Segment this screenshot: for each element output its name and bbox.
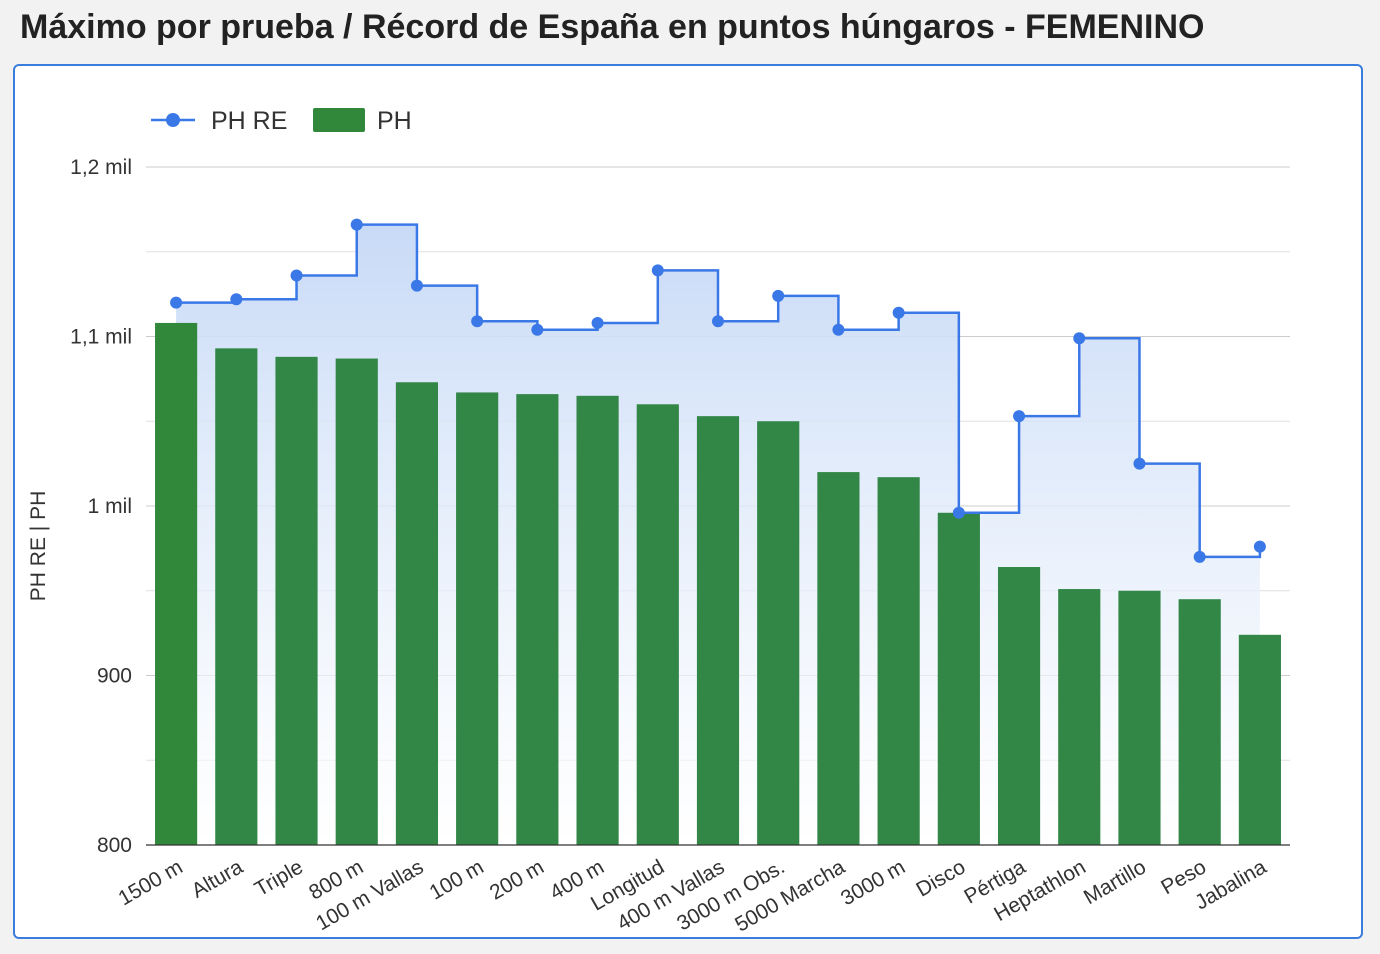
point-ph-re[interactable] [892,306,905,319]
bar-ph-overlay [215,348,258,845]
x-tick-label: Disco [912,855,969,901]
bar-ph[interactable] [696,416,740,845]
bar-ph-overlay [877,477,920,845]
point-ph-re[interactable] [1133,457,1146,470]
legend-label-ph-re[interactable]: PH RE [211,107,287,135]
point-ph-re[interactable] [1073,332,1086,345]
legend-label-ph[interactable]: PH [377,107,412,135]
point-ph-re[interactable] [952,506,965,519]
x-tick-label: 3000 m [837,855,909,910]
point-ph-re[interactable] [290,269,303,282]
y-tick-label: 900 [97,665,132,688]
bar-ph[interactable] [757,421,800,845]
bar-ph-overlay [997,567,1041,845]
point-ph-re[interactable] [410,279,423,292]
legend-bar-swatch [313,108,365,132]
bar-ph-overlay [1238,634,1281,845]
bar-ph-overlay [456,392,499,845]
bar-ph[interactable] [1058,589,1101,845]
bars-ph [155,322,1281,845]
point-ph-re[interactable] [531,323,544,336]
legend: PH RE PH [151,107,412,135]
bar-ph-overlay [937,512,980,845]
point-ph-re[interactable] [651,264,664,277]
bar-ph-overlay [636,404,679,845]
y-tick-label: 800 [97,834,132,857]
points-ph-re [170,218,1266,563]
bar-ph-overlay [757,421,800,845]
x-tick-label: 1500 m [114,855,186,910]
bar-ph[interactable] [817,472,860,845]
x-tick-label: 100 m [426,855,488,904]
point-ph-re[interactable] [471,315,484,328]
bar-ph-overlay [1058,589,1101,845]
bar-ph[interactable] [576,395,619,845]
bar-ph[interactable] [395,382,439,845]
bar-ph[interactable] [155,322,198,845]
point-ph-re[interactable] [230,293,243,306]
bar-ph-overlay [395,382,439,845]
bar-ph[interactable] [275,356,318,845]
bar-ph[interactable] [1178,599,1221,845]
point-ph-re[interactable] [772,289,785,302]
y-axis-ticks: 800 900 1 mil 1,1 mil 1,2 mil [70,156,132,857]
y-tick-label: 1 mil [88,495,132,518]
page-title: Máximo por prueba / Récord de España en … [20,8,1205,46]
bar-ph[interactable] [1118,590,1161,845]
bar-ph-overlay [696,416,740,845]
y-tick-label: 1,1 mil [70,326,132,349]
point-ph-re[interactable] [832,323,845,336]
bar-ph[interactable] [456,392,499,845]
x-tick-label: Triple [251,855,307,901]
point-ph-re[interactable] [1253,540,1266,553]
bar-ph[interactable] [636,404,679,845]
legend-point-swatch [166,113,180,127]
x-tick-label: Martillo [1080,855,1150,909]
bar-ph-overlay [275,356,318,845]
bar-ph-overlay [1118,590,1161,845]
x-tick-label: Altura [188,855,247,903]
y-tick-label: 1,2 mil [70,156,132,179]
point-ph-re[interactable] [591,316,604,329]
bar-ph[interactable] [516,394,559,845]
x-tick-label: 200 m [486,855,548,904]
bar-ph[interactable] [1238,634,1281,845]
bar-ph[interactable] [877,477,920,845]
chart-card: 800 900 1 mil 1,1 mil 1,2 mil PH RE | PH 1500 … [13,64,1363,939]
bar-ph[interactable] [997,567,1041,845]
bar-ph-overlay [817,472,860,845]
bar-ph-overlay [1178,599,1221,845]
bar-ph-overlay [335,358,378,845]
point-ph-re[interactable] [1193,550,1206,563]
bar-ph[interactable] [937,512,980,845]
point-ph-re[interactable] [1013,410,1026,423]
bar-ph[interactable] [215,348,258,845]
point-ph-re[interactable] [350,218,363,231]
point-ph-re[interactable] [170,296,183,309]
point-ph-re[interactable] [712,315,724,328]
chart-svg: 800 900 1 mil 1,1 mil 1,2 mil PH RE | PH 1500 … [27,107,1290,937]
bar-ph[interactable] [335,358,378,845]
bar-ph-overlay [516,394,559,845]
bar-ph-overlay [576,395,619,845]
y-axis-title: PH RE | PH [27,491,50,601]
bar-ph-overlay [155,323,197,845]
